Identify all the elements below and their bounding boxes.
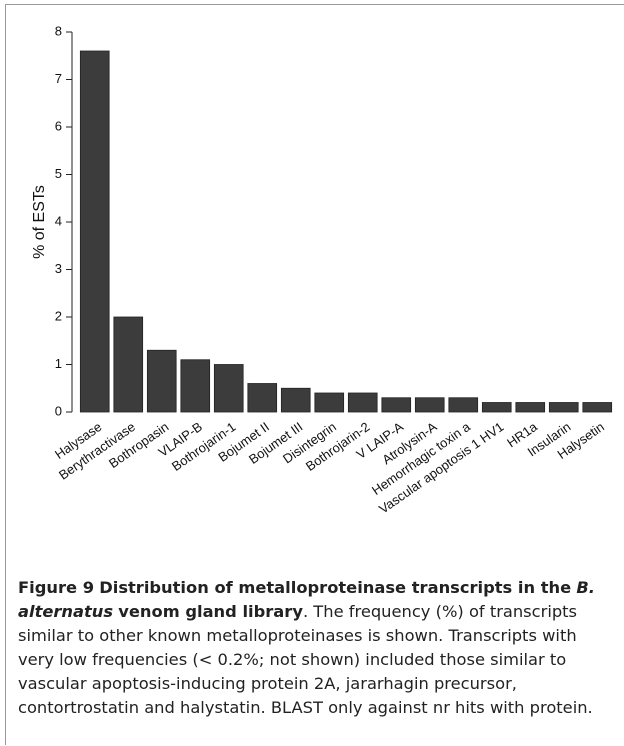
y-tick-label: 3 bbox=[55, 261, 62, 276]
bar bbox=[79, 50, 110, 413]
caption-title: Distribution of metalloproteinase transc… bbox=[99, 578, 572, 597]
y-tick-label: 6 bbox=[55, 118, 62, 133]
bar bbox=[247, 383, 278, 413]
y-tick-label: 0 bbox=[55, 403, 62, 418]
bar bbox=[548, 402, 579, 413]
bar bbox=[448, 397, 479, 413]
chart: % of ESTs 012345678HalysaseBerythractiva… bbox=[31, 23, 613, 517]
y-tick-label: 1 bbox=[55, 356, 62, 371]
bar bbox=[146, 349, 177, 413]
y-tick-label: 7 bbox=[55, 71, 62, 86]
bar bbox=[113, 316, 144, 413]
bar bbox=[280, 387, 311, 413]
caption: Figure 9 Distribution of metalloproteina… bbox=[18, 576, 616, 720]
y-axis-label: % of ESTs bbox=[31, 185, 48, 259]
bar bbox=[314, 392, 345, 413]
y-tick-label: 2 bbox=[55, 308, 62, 323]
bar bbox=[347, 392, 378, 413]
bar bbox=[180, 359, 211, 413]
y-tick-label: 4 bbox=[55, 213, 62, 228]
bar bbox=[515, 402, 546, 413]
caption-text: . The frequency (%) of transcripts simil… bbox=[18, 602, 593, 717]
bar bbox=[213, 364, 244, 413]
bar bbox=[582, 402, 613, 413]
y-tick-label: 8 bbox=[55, 23, 62, 38]
caption-title-end: venom gland library bbox=[118, 602, 303, 621]
bar bbox=[414, 397, 445, 413]
y-tick-label: 5 bbox=[55, 166, 62, 181]
caption-label: Figure 9 bbox=[18, 578, 95, 597]
bar bbox=[481, 402, 512, 413]
bar bbox=[381, 397, 412, 413]
frame bbox=[5, 4, 624, 745]
caption-species: B. alternatus bbox=[18, 578, 595, 621]
